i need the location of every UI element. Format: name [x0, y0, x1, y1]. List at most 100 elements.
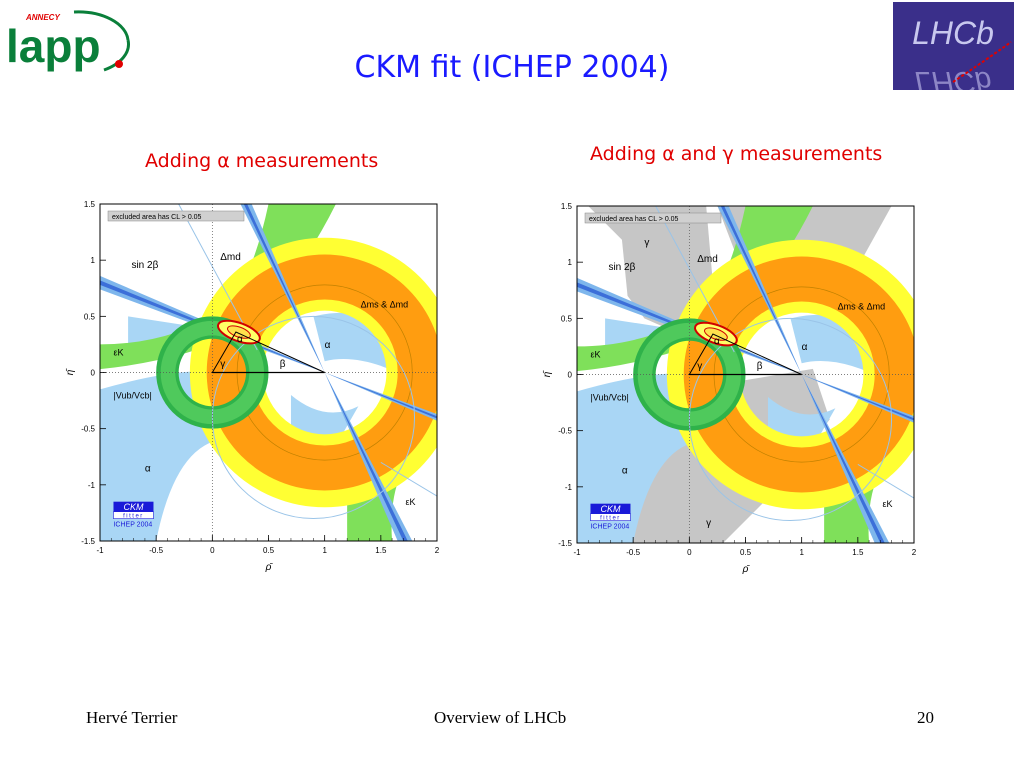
plot-area: excluded area has CL > 0.05 sin 2β Δmd Δms … — [100, 204, 437, 541]
x-tick-label: 0 — [210, 546, 215, 555]
x-tick-label: 1 — [322, 546, 327, 555]
ckmfitter-badge-sub — [113, 511, 154, 519]
y-tick-label: 1 — [568, 258, 573, 267]
x-tick-label: 0.5 — [740, 548, 752, 557]
x-tick-label: -0.5 — [626, 548, 640, 557]
label-alpha-left: α — [622, 465, 628, 476]
label-beta: β — [280, 359, 286, 370]
x-tick-label: 1 — [799, 548, 804, 557]
lhcb-logo-reflection: LHCb — [915, 65, 992, 90]
sin2beta-wedge-inner — [100, 280, 437, 419]
footer-page-number: 20 — [917, 708, 934, 727]
label-alpha-left: α — [145, 463, 151, 474]
fit-contour-68 — [227, 325, 251, 339]
right-subtitle: Adding α and γ measurements — [590, 143, 883, 165]
ckm-plot-alpha: excluded area has CL > 0.05 sin 2β Δmd Δms … — [65, 200, 440, 573]
ckmfitter-badge-title: CKM — [600, 504, 621, 514]
y-tick-label: 1.5 — [561, 202, 573, 211]
label-epsilon-k-left: εK — [590, 350, 600, 360]
ckmfitter-badge-fitter: fitter — [600, 516, 621, 522]
ckmfitter-badge-event: ICHEP 2004 — [590, 524, 629, 531]
footer-author: Hervé Terrier — [86, 708, 178, 727]
sin2beta-second-inner — [720, 206, 885, 543]
delta-ms-ring — [683, 256, 914, 493]
y-tick-label: -0.5 — [81, 425, 95, 434]
y-tick-label: -1 — [88, 481, 96, 490]
label-delta-ms: Δms & Δmd — [838, 301, 886, 311]
y-tick-label: -1 — [565, 483, 573, 492]
ckmfitter-badge-sub — [590, 513, 631, 521]
y-tick-label: 0 — [568, 371, 573, 380]
sin2beta-second-inner — [243, 204, 408, 541]
sin2beta-wedge-outer — [577, 277, 914, 423]
x-tick-label: 1.5 — [375, 546, 387, 555]
x-tick-label: 0.5 — [263, 546, 275, 555]
sin2beta-wedge-inner — [577, 282, 914, 421]
label-delta-md: Δmd — [697, 254, 718, 265]
legend-text: excluded area has CL > 0.05 — [112, 214, 202, 221]
sin2beta-second-solution — [717, 206, 890, 543]
x-tick-label: 2 — [912, 548, 917, 557]
label-delta-md: Δmd — [220, 252, 241, 263]
label-vub-vcb: |Vub/Vcb| — [113, 390, 151, 400]
ckmfitter-badge — [590, 503, 631, 514]
x-tick-label: -0.5 — [149, 546, 163, 555]
y-tick-label: 0 — [91, 369, 96, 378]
legend-text: excluded area has CL > 0.05 — [589, 216, 679, 223]
label-gamma: γ — [220, 359, 225, 370]
fit-contour-68 — [704, 327, 728, 341]
ckmfitter-badge-fitter: fitter — [123, 514, 144, 520]
label-alpha-triangle: α — [714, 336, 720, 347]
ckmfitter-badge-title: CKM — [123, 502, 144, 512]
ckmfitter-badge — [113, 501, 154, 512]
y-tick-label: -1.5 — [81, 537, 95, 546]
x-tick-label: 0 — [687, 548, 692, 557]
ckmfitter-badge-event: ICHEP 2004 — [113, 522, 152, 529]
y-axis-label: η̄ — [542, 370, 553, 378]
left-subtitle: Adding α measurements — [145, 150, 379, 172]
legend-box — [107, 210, 245, 222]
epsilon-k-band-upper — [100, 204, 336, 370]
label-alpha-right: α — [802, 342, 808, 353]
label-gamma: γ — [697, 361, 702, 372]
lapp-annecy-text: ANNECY — [25, 13, 60, 22]
ckm-plot-alpha-gamma: excluded area has CL > 0.05 sin 2β Δmd Δms … — [542, 202, 917, 575]
x-tick-label: -1 — [573, 548, 581, 557]
y-tick-label: 0.5 — [561, 314, 573, 323]
epsilon-k-band-upper — [577, 206, 813, 372]
label-sin2beta: sin 2β — [608, 262, 635, 273]
x-tick-label: 1.5 — [852, 548, 864, 557]
lhcb-logo: LHCb LHCb — [893, 2, 1014, 90]
y-axis-label: η̄ — [65, 368, 76, 376]
label-alpha-right: α — [325, 340, 331, 351]
label-alpha-triangle: α — [237, 334, 243, 345]
label-gamma-lower: γ — [706, 518, 711, 529]
y-tick-label: 1.5 — [84, 200, 96, 209]
x-tick-label: 2 — [435, 546, 440, 555]
lapp-main-text: lapp — [6, 20, 101, 72]
y-tick-label: 1 — [91, 256, 96, 265]
y-tick-label: -1.5 — [558, 539, 572, 548]
label-beta: β — [757, 361, 763, 372]
label-epsilon-k-right: εK — [883, 499, 893, 509]
label-vub-vcb: |Vub/Vcb| — [590, 392, 628, 402]
label-epsilon-k-left: εK — [113, 348, 123, 358]
footer-title: Overview of LHCb — [434, 708, 567, 727]
x-axis-label: ρ̄ — [265, 562, 274, 573]
x-tick-label: -1 — [96, 546, 104, 555]
delta-ms-ring — [206, 254, 437, 491]
label-gamma-upper: γ — [644, 237, 649, 248]
plot-area: excluded area has CL > 0.05 sin 2β Δmd Δms … — [577, 206, 914, 543]
y-tick-label: 0.5 — [84, 312, 96, 321]
lapp-logo: ANNECY lapp — [6, 10, 130, 72]
x-axis-label: ρ̄ — [742, 564, 751, 575]
sin2beta-second-solution — [240, 204, 413, 541]
label-epsilon-k-right: εK — [406, 497, 416, 507]
label-sin2beta: sin 2β — [131, 260, 158, 271]
sin2beta-wedge-outer — [100, 275, 437, 421]
lhcb-logo-text: LHCb — [912, 15, 994, 51]
slide-title: CKM fit (ICHEP 2004) — [354, 50, 670, 85]
y-tick-label: -0.5 — [558, 427, 572, 436]
legend-box — [584, 212, 722, 224]
label-delta-ms: Δms & Δmd — [361, 299, 409, 309]
